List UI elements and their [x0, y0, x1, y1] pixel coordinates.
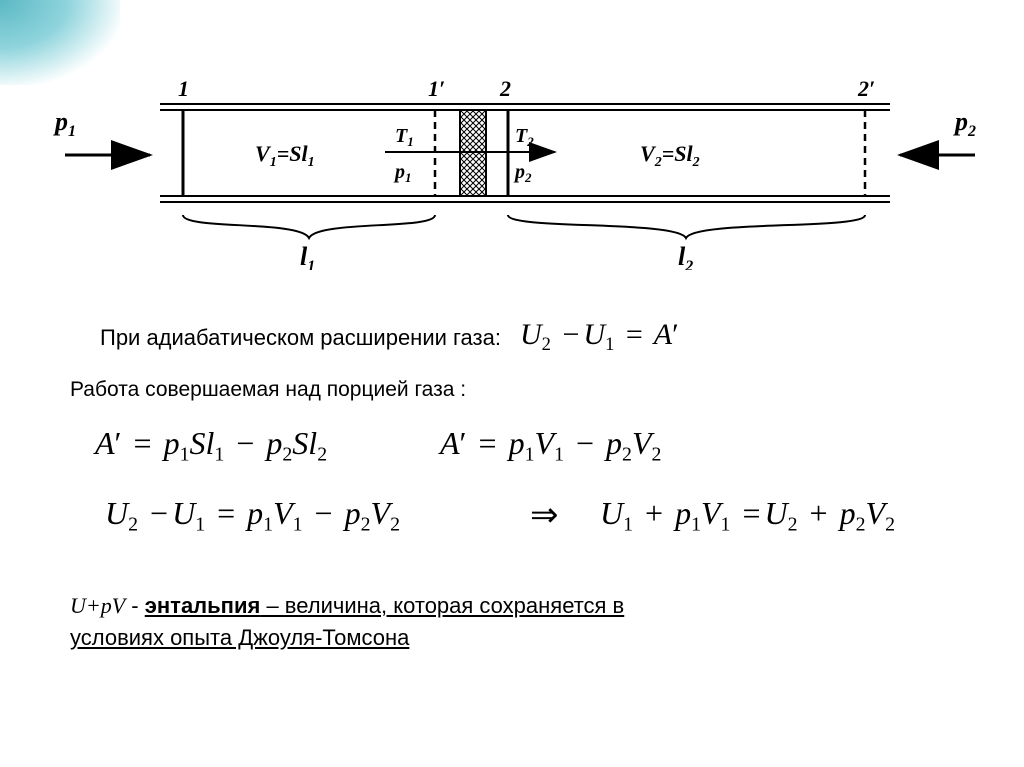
enthalpy-definition: U+pV - энтальпия – величина, которая сох…	[70, 590, 950, 654]
eq-u-pv-left: U2 −U1 = p1V1 − p2V2	[105, 495, 400, 536]
v1-label: V1=Sl1	[255, 141, 315, 170]
eq-work-sl: A′ = p1Sl1 − p2Sl2	[95, 425, 327, 466]
v2-label: V2=Sl2	[640, 141, 700, 170]
pos1p-label: 1′	[428, 76, 445, 101]
joule-thomson-diagram: p1 p2 1 1′ 2 2′ V1=Sl1 V2=Sl2 T1 p1	[50, 60, 990, 270]
T2-label: T2	[515, 125, 534, 149]
l1-label: l1	[300, 242, 315, 270]
eq-enthalpy-conserved: U1 + p1V1 =U2 + p2V2	[600, 495, 895, 536]
T1-label: T1	[395, 125, 414, 149]
l2-label: l2	[678, 242, 693, 270]
pos2p-label: 2′	[857, 76, 875, 101]
eq-energy-balance: U2 −U1 = A′	[520, 318, 679, 356]
implies-arrow: ⇒	[530, 495, 559, 535]
p1-label: p1	[53, 107, 76, 140]
p1-inner-label: p1	[393, 161, 412, 185]
text-line-1: При адиабатическом расширении газа:	[100, 325, 501, 351]
p2-label: p2	[953, 107, 976, 140]
text-line-2: Работа совершаемая над порцией газа :	[70, 378, 466, 402]
pos2-label: 2	[499, 76, 511, 101]
p2-inner-label: p2	[513, 161, 532, 185]
upv-term: U+pV	[70, 593, 125, 618]
eq-work-pv: A′ = p1V1 − p2V2	[440, 425, 661, 466]
pos1-label: 1	[178, 76, 189, 101]
